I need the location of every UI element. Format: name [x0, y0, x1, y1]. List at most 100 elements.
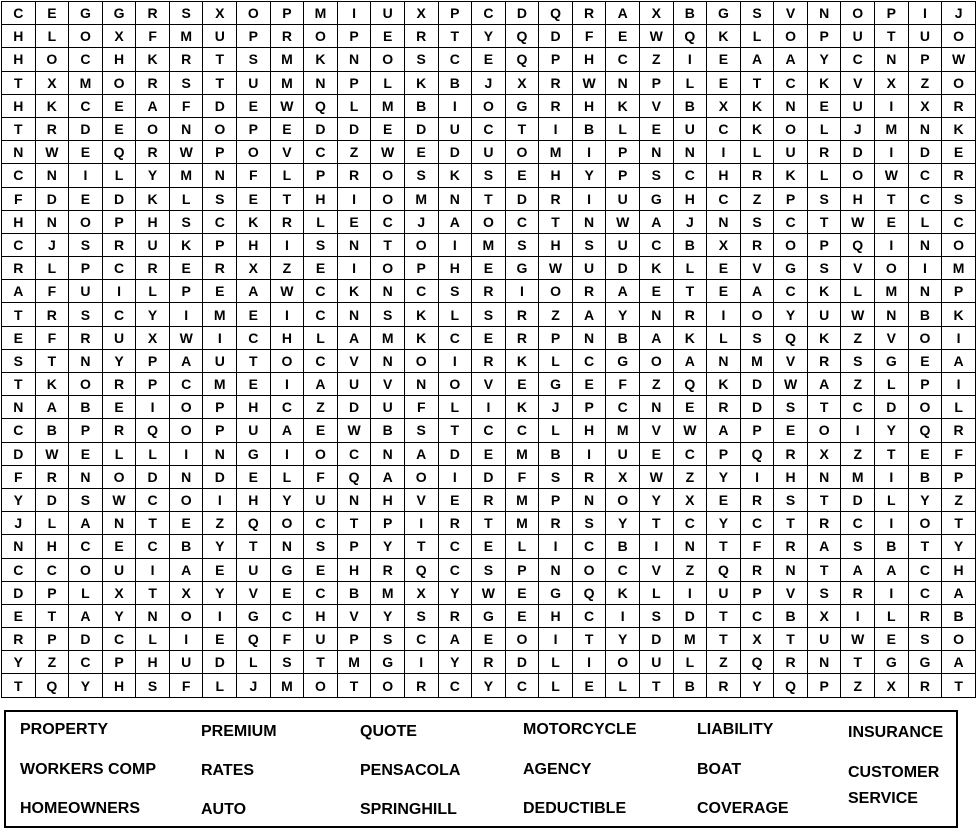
- grid-cell[interactable]: H: [1, 93, 36, 118]
- grid-cell[interactable]: K: [168, 232, 204, 258]
- grid-cell[interactable]: K: [605, 93, 640, 118]
- grid-cell[interactable]: X: [907, 93, 943, 118]
- grid-cell[interactable]: T: [1, 673, 36, 698]
- grid-cell[interactable]: C: [739, 603, 775, 629]
- grid-cell[interactable]: A: [605, 0, 640, 26]
- grid-cell[interactable]: E: [1, 325, 36, 350]
- grid-cell[interactable]: E: [101, 534, 137, 559]
- grid-cell[interactable]: J: [538, 395, 573, 420]
- grid-cell[interactable]: T: [1, 302, 36, 327]
- grid-cell[interactable]: R: [773, 534, 808, 559]
- grid-cell[interactable]: A: [739, 279, 775, 304]
- grid-cell[interactable]: K: [739, 116, 775, 142]
- grid-cell[interactable]: I: [907, 0, 943, 26]
- grid-cell[interactable]: T: [706, 603, 741, 629]
- grid-cell[interactable]: S: [403, 603, 439, 629]
- grid-cell[interactable]: K: [437, 163, 473, 188]
- grid-cell[interactable]: Q: [706, 557, 741, 582]
- grid-cell[interactable]: C: [101, 302, 137, 327]
- grid-cell[interactable]: I: [437, 348, 473, 374]
- grid-cell[interactable]: O: [403, 232, 439, 258]
- grid-cell[interactable]: S: [403, 418, 439, 443]
- grid-cell[interactable]: N: [907, 232, 943, 258]
- grid-cell[interactable]: Z: [840, 325, 876, 350]
- grid-cell[interactable]: N: [571, 209, 607, 234]
- grid-cell[interactable]: N: [874, 47, 909, 72]
- grid-cell[interactable]: S: [168, 209, 204, 234]
- grid-cell[interactable]: R: [370, 557, 405, 582]
- grid-cell[interactable]: V: [739, 256, 775, 281]
- grid-cell[interactable]: T: [135, 580, 170, 605]
- grid-cell[interactable]: S: [68, 232, 103, 258]
- grid-cell[interactable]: Y: [437, 650, 473, 675]
- grid-cell[interactable]: S: [303, 534, 338, 559]
- grid-cell[interactable]: M: [941, 256, 976, 281]
- grid-cell[interactable]: C: [907, 163, 943, 188]
- grid-cell[interactable]: N: [135, 603, 170, 629]
- grid-cell[interactable]: C: [941, 209, 976, 234]
- grid-cell[interactable]: D: [907, 140, 943, 165]
- grid-cell[interactable]: N: [336, 302, 372, 327]
- grid-cell[interactable]: R: [806, 140, 842, 165]
- grid-cell[interactable]: C: [68, 650, 103, 675]
- grid-cell[interactable]: Y: [907, 487, 943, 513]
- grid-cell[interactable]: R: [437, 511, 473, 536]
- grid-cell[interactable]: G: [638, 186, 674, 211]
- grid-cell[interactable]: E: [471, 256, 506, 281]
- grid-cell[interactable]: C: [303, 348, 338, 374]
- grid-cell[interactable]: R: [907, 603, 943, 629]
- grid-cell[interactable]: F: [303, 464, 338, 489]
- grid-cell[interactable]: C: [437, 325, 473, 350]
- grid-cell[interactable]: N: [538, 557, 573, 582]
- grid-cell[interactable]: D: [739, 395, 775, 420]
- grid-cell[interactable]: P: [538, 487, 573, 513]
- grid-cell[interactable]: K: [336, 279, 372, 304]
- grid-cell[interactable]: H: [538, 603, 573, 629]
- grid-cell[interactable]: X: [706, 93, 741, 118]
- grid-cell[interactable]: S: [504, 232, 540, 258]
- grid-cell[interactable]: G: [504, 256, 540, 281]
- grid-cell[interactable]: E: [68, 140, 103, 165]
- grid-cell[interactable]: M: [504, 487, 540, 513]
- grid-cell[interactable]: M: [504, 511, 540, 536]
- grid-cell[interactable]: X: [874, 673, 909, 698]
- grid-cell[interactable]: T: [941, 511, 976, 536]
- grid-cell[interactable]: R: [101, 418, 137, 443]
- grid-cell[interactable]: T: [202, 70, 238, 95]
- grid-cell[interactable]: N: [806, 464, 842, 489]
- grid-cell[interactable]: A: [874, 557, 909, 582]
- grid-cell[interactable]: B: [370, 418, 405, 443]
- grid-cell[interactable]: Q: [773, 673, 808, 698]
- grid-cell[interactable]: T: [874, 441, 909, 466]
- grid-cell[interactable]: O: [68, 24, 103, 49]
- grid-cell[interactable]: J: [672, 209, 708, 234]
- grid-cell[interactable]: G: [370, 650, 405, 675]
- grid-cell[interactable]: O: [907, 395, 943, 420]
- grid-cell[interactable]: C: [840, 511, 876, 536]
- grid-cell[interactable]: I: [336, 186, 372, 211]
- grid-cell[interactable]: N: [773, 93, 808, 118]
- grid-cell[interactable]: S: [1, 348, 36, 374]
- grid-cell[interactable]: D: [504, 650, 540, 675]
- grid-cell[interactable]: R: [504, 302, 540, 327]
- grid-cell[interactable]: A: [571, 302, 607, 327]
- grid-cell[interactable]: C: [1, 557, 36, 582]
- grid-cell[interactable]: V: [840, 70, 876, 95]
- grid-cell[interactable]: L: [303, 325, 338, 350]
- grid-cell[interactable]: Z: [706, 650, 741, 675]
- grid-cell[interactable]: A: [806, 534, 842, 559]
- grid-cell[interactable]: Y: [471, 24, 506, 49]
- grid-cell[interactable]: X: [101, 580, 137, 605]
- grid-cell[interactable]: L: [135, 441, 170, 466]
- grid-cell[interactable]: U: [706, 580, 741, 605]
- grid-cell[interactable]: C: [168, 371, 204, 397]
- grid-cell[interactable]: C: [1, 163, 36, 188]
- grid-cell[interactable]: K: [403, 70, 439, 95]
- grid-cell[interactable]: D: [437, 441, 473, 466]
- grid-cell[interactable]: E: [68, 186, 103, 211]
- grid-cell[interactable]: A: [638, 325, 674, 350]
- grid-cell[interactable]: P: [135, 371, 170, 397]
- grid-cell[interactable]: P: [605, 140, 640, 165]
- grid-cell[interactable]: U: [202, 348, 238, 374]
- grid-cell[interactable]: R: [135, 256, 170, 281]
